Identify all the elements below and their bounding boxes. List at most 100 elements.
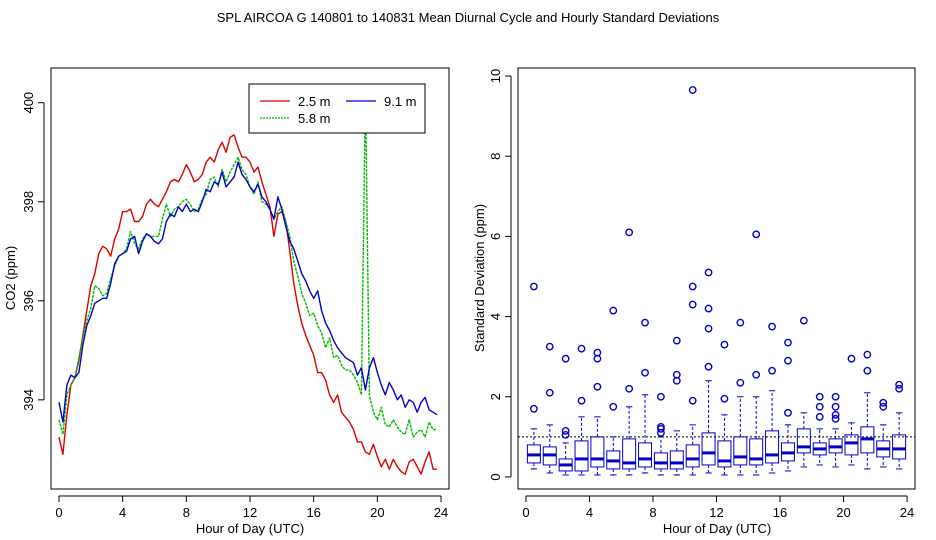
series-line-9-1-m bbox=[58, 161, 438, 423]
co2-series-lines bbox=[58, 87, 438, 475]
legend-label-2-5m: 2.5 m bbox=[298, 94, 331, 109]
box-iqr bbox=[638, 442, 653, 468]
outlier-point bbox=[545, 388, 554, 397]
left-x-tick-label-16: 16 bbox=[306, 505, 320, 520]
box-iqr bbox=[590, 436, 605, 468]
right-x-tick-label-24: 24 bbox=[900, 505, 914, 520]
outlier-point bbox=[545, 342, 554, 351]
outlier-point bbox=[895, 384, 904, 393]
box-hour-9-5 bbox=[669, 336, 684, 476]
left-x-tick-label-12: 12 bbox=[243, 505, 257, 520]
right-y-tick-label-10: 10 bbox=[488, 69, 503, 83]
box-hour-14-5 bbox=[749, 230, 764, 476]
box-hour-7-5 bbox=[638, 318, 653, 474]
box-iqr bbox=[685, 444, 700, 468]
left-y-tick-label-400: 400 bbox=[21, 92, 36, 114]
left-x-tick-label-4: 4 bbox=[119, 505, 126, 520]
box-hour-12-5 bbox=[717, 340, 732, 476]
outlier-point bbox=[704, 304, 713, 313]
left-y-tick-label-394: 394 bbox=[21, 389, 36, 411]
legend-label-5-8m: 5.8 m bbox=[298, 111, 331, 126]
outlier-point bbox=[704, 324, 713, 333]
outlier-point bbox=[609, 306, 618, 315]
left-x-tick-label-24: 24 bbox=[434, 505, 448, 520]
box-hour-10-5 bbox=[685, 86, 700, 476]
box-iqr bbox=[733, 436, 748, 466]
outlier-point bbox=[672, 370, 681, 379]
right-y-tick-label-2: 2 bbox=[488, 393, 503, 400]
box-hour-0-5 bbox=[526, 282, 541, 470]
outlier-point bbox=[815, 402, 824, 411]
left-x-tick-label-0: 0 bbox=[55, 505, 62, 520]
outlier-point bbox=[815, 412, 824, 421]
outlier-point bbox=[704, 268, 713, 277]
outlier-point bbox=[641, 318, 649, 327]
outlier-point bbox=[641, 368, 649, 377]
box-iqr bbox=[622, 438, 637, 470]
box-iqr bbox=[796, 428, 811, 454]
box-hour-19-5 bbox=[828, 392, 843, 468]
series-line-2-5-m bbox=[58, 134, 438, 475]
box-iqr bbox=[669, 450, 684, 470]
box-hour-13-5 bbox=[733, 318, 748, 476]
right-x-axis-label: Hour of Day (UTC) bbox=[663, 521, 771, 536]
outlier-point bbox=[704, 362, 713, 371]
left-x-axis: 0 4 8 12 16 20 24 bbox=[55, 495, 448, 520]
outlier-point bbox=[688, 282, 697, 291]
outlier-point bbox=[625, 384, 634, 393]
left-plot-frame bbox=[50, 67, 450, 490]
left-x-tick-label-8: 8 bbox=[183, 505, 190, 520]
right-x-tick-label-20: 20 bbox=[836, 505, 850, 520]
box-iqr bbox=[653, 452, 668, 470]
box-hour-15-5 bbox=[765, 322, 780, 474]
figure-title: SPL AIRCOA G 140801 to 140831 Mean Diurn… bbox=[217, 10, 720, 25]
outlier-point bbox=[529, 404, 538, 413]
right-x-axis: 0 4 8 12 16 20 24 bbox=[522, 495, 914, 520]
outlier-point bbox=[863, 350, 872, 359]
outlier-point bbox=[577, 344, 586, 353]
box-hour-6-5 bbox=[622, 228, 637, 476]
outlier-point bbox=[561, 426, 570, 435]
box-hour-5-5 bbox=[606, 306, 621, 476]
outlier-point bbox=[768, 366, 776, 375]
right-y-tick-label-8: 8 bbox=[488, 153, 503, 160]
outlier-point bbox=[752, 230, 761, 239]
box-iqr bbox=[844, 434, 859, 456]
outlier-point bbox=[657, 422, 665, 431]
outlier-point bbox=[784, 408, 792, 417]
right-y-axis-label: Standard Deviation (ppm) bbox=[472, 204, 487, 352]
right-y-tick-label-0: 0 bbox=[488, 473, 503, 480]
legend-label-9-1m: 9.1 m bbox=[384, 94, 417, 109]
outlier-point bbox=[736, 378, 745, 387]
box-hour-8-5 bbox=[653, 392, 668, 476]
legend-box bbox=[248, 83, 426, 134]
left-y-tick-label-396: 396 bbox=[21, 290, 36, 312]
outlier-point bbox=[831, 410, 840, 419]
box-iqr bbox=[701, 432, 716, 466]
outlier-point bbox=[831, 402, 840, 411]
outlier-point bbox=[688, 300, 697, 309]
box-iqr bbox=[749, 438, 764, 466]
outlier-point bbox=[657, 392, 665, 401]
box-hour-1-5 bbox=[542, 342, 557, 474]
outlier-point bbox=[625, 228, 634, 237]
left-x-axis-label: Hour of Day (UTC) bbox=[196, 521, 304, 536]
right-y-tick-label-6: 6 bbox=[488, 233, 503, 240]
outlier-point bbox=[879, 402, 888, 411]
outlier-point bbox=[831, 392, 840, 401]
right-x-tick-label-16: 16 bbox=[773, 505, 787, 520]
box-hour-23-5 bbox=[892, 380, 907, 470]
outlier-point bbox=[847, 354, 856, 363]
outlier-point bbox=[831, 414, 840, 423]
outlier-point bbox=[688, 396, 697, 405]
outlier-point bbox=[529, 282, 538, 291]
boxplots bbox=[526, 86, 907, 476]
box-iqr bbox=[574, 440, 589, 472]
box-hour-22-5 bbox=[876, 398, 891, 468]
right-x-tick-label-0: 0 bbox=[522, 505, 529, 520]
box-hour-4-5 bbox=[590, 348, 605, 476]
right-y-tick-label-4: 4 bbox=[488, 313, 503, 320]
outlier-point bbox=[784, 338, 792, 347]
outlier-point bbox=[752, 370, 761, 379]
